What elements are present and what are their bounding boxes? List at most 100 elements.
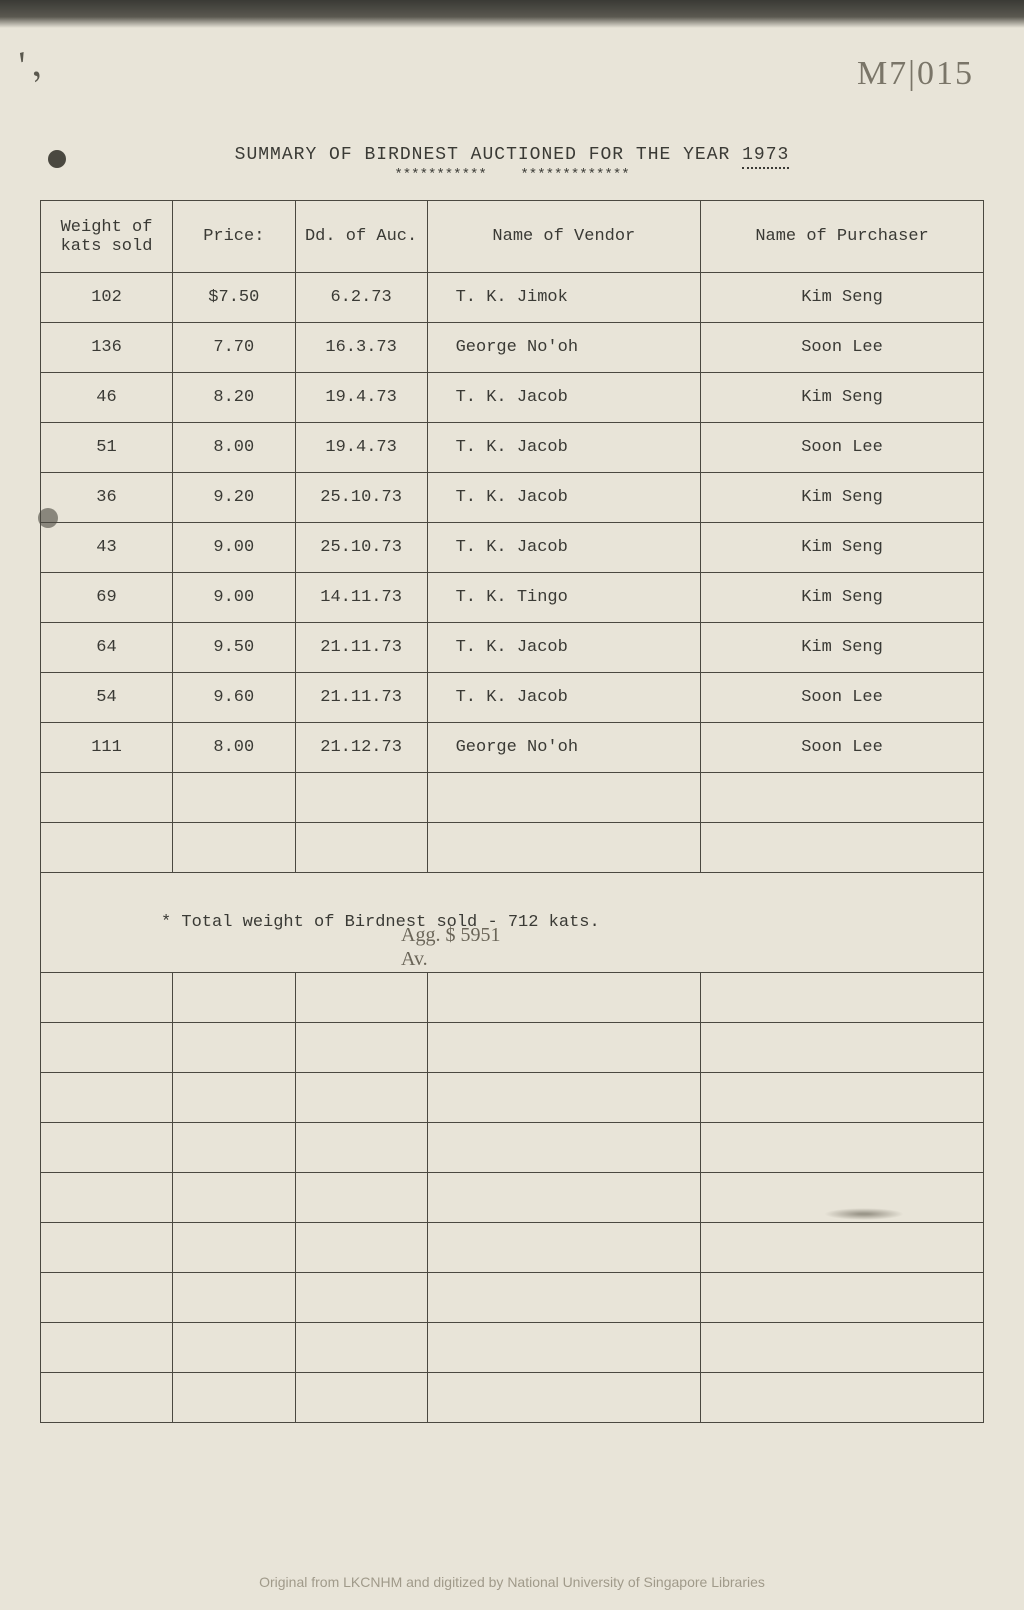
col-header-purchaser: Name of Purchaser (701, 201, 984, 273)
cell-purchaser: Soon Lee (701, 423, 984, 473)
cell-empty (701, 1123, 984, 1173)
table-row-empty (41, 1123, 984, 1173)
cell-vendor: T. K. Jacob (427, 423, 700, 473)
cell-date: 19.4.73 (295, 373, 427, 423)
cell-date: 16.3.73 (295, 323, 427, 373)
cell-purchaser: Kim Seng (701, 273, 984, 323)
auction-table-wrap: Weight of kats sold Price: Dd. of Auc. N… (40, 200, 984, 1423)
table-row: 1118.0021.12.73George No'ohSoon Lee (41, 723, 984, 773)
cell-empty (701, 1023, 984, 1073)
col-header-price: Price: (173, 201, 296, 273)
table-row-empty (41, 1273, 984, 1323)
cell-empty (701, 1373, 984, 1423)
cell-date: 25.10.73 (295, 473, 427, 523)
cell-date: 19.4.73 (295, 423, 427, 473)
cell-weight: 111 (41, 723, 173, 773)
cell-empty (295, 1073, 427, 1123)
cell-empty (295, 823, 427, 873)
table-row: 468.2019.4.73T. K. JacobKim Seng (41, 373, 984, 423)
cell-price: 9.20 (173, 473, 296, 523)
cell-empty (295, 1123, 427, 1173)
cell-date: 6.2.73 (295, 273, 427, 323)
asterisks-left: *********** (394, 167, 486, 183)
cell-weight: 102 (41, 273, 173, 323)
hand-line1: Agg. $ 5951 (401, 924, 500, 946)
cell-weight: 51 (41, 423, 173, 473)
cell-empty (427, 1373, 700, 1423)
cell-empty (295, 1173, 427, 1223)
scan-dark-strip (0, 0, 1024, 28)
auction-table: Weight of kats sold Price: Dd. of Auc. N… (40, 200, 984, 1423)
table-row-empty (41, 1323, 984, 1373)
cell-date: 21.11.73 (295, 673, 427, 723)
cell-weight: 54 (41, 673, 173, 723)
cell-empty (427, 773, 700, 823)
cell-empty (173, 1173, 296, 1223)
cell-weight: 46 (41, 373, 173, 423)
cell-price: 7.70 (173, 323, 296, 373)
cell-empty (427, 1023, 700, 1073)
cell-empty (295, 973, 427, 1023)
cell-empty (427, 1223, 700, 1273)
cell-empty (701, 1323, 984, 1373)
cell-empty (173, 973, 296, 1023)
cell-empty (173, 1023, 296, 1073)
table-header-row: Weight of kats sold Price: Dd. of Auc. N… (41, 201, 984, 273)
cell-empty (41, 823, 173, 873)
cell-purchaser: Kim Seng (701, 473, 984, 523)
title-asterisks: *********** ************* (0, 167, 1024, 183)
cell-empty (701, 1273, 984, 1323)
cell-price: 8.00 (173, 423, 296, 473)
cell-vendor: T. K. Jacob (427, 523, 700, 573)
cell-price: 8.20 (173, 373, 296, 423)
table-row-empty (41, 973, 984, 1023)
title-prefix: SUMMARY OF BIRDNEST AUCTIONED FOR THE YE… (235, 145, 742, 165)
cell-date: 25.10.73 (295, 523, 427, 573)
table-body: 102$7.506.2.73T. K. JimokKim Seng1367.70… (41, 273, 984, 1423)
cell-empty (41, 1323, 173, 1373)
cell-empty (173, 1123, 296, 1173)
cell-vendor: T. K. Jacob (427, 623, 700, 673)
col-header-weight: Weight of kats sold (41, 201, 173, 273)
title-year: 1973 (742, 145, 789, 169)
cell-empty (41, 1123, 173, 1173)
title-block: SUMMARY OF BIRDNEST AUCTIONED FOR THE YE… (0, 145, 1024, 183)
table-row-empty (41, 1073, 984, 1123)
cell-price: 9.00 (173, 573, 296, 623)
cell-empty (41, 1173, 173, 1223)
cell-purchaser: Soon Lee (701, 723, 984, 773)
cell-weight: 69 (41, 573, 173, 623)
cell-empty (427, 973, 700, 1023)
cell-weight: 136 (41, 323, 173, 373)
cell-price: 9.50 (173, 623, 296, 673)
cell-vendor: George No'oh (427, 723, 700, 773)
footer-credit: Original from LKCNHM and digitized by Na… (0, 1574, 1024, 1590)
cell-weight: 64 (41, 623, 173, 673)
cell-empty (295, 1273, 427, 1323)
reference-number: M7|015 (857, 55, 974, 93)
cell-purchaser: Kim Seng (701, 523, 984, 573)
table-row-empty (41, 773, 984, 823)
cell-empty (173, 823, 296, 873)
cell-empty (41, 1373, 173, 1423)
cell-empty (701, 1223, 984, 1273)
col-header-vendor: Name of Vendor (427, 201, 700, 273)
cell-price: 8.00 (173, 723, 296, 773)
cell-date: 14.11.73 (295, 573, 427, 623)
cell-empty (41, 1223, 173, 1273)
cell-weight: 36 (41, 473, 173, 523)
cell-empty (701, 823, 984, 873)
table-row: 699.0014.11.73T. K. TingoKim Seng (41, 573, 984, 623)
table-row-empty (41, 823, 984, 873)
cell-vendor: T. K. Jacob (427, 373, 700, 423)
cell-purchaser: Soon Lee (701, 323, 984, 373)
corner-scribble: ′, (14, 38, 44, 88)
cell-vendor: T. K. Jacob (427, 473, 700, 523)
cell-empty (427, 1173, 700, 1223)
cell-empty (173, 1073, 296, 1123)
cell-empty (295, 1023, 427, 1073)
cell-purchaser: Soon Lee (701, 673, 984, 723)
table-row-empty (41, 1223, 984, 1273)
cell-empty (173, 1373, 296, 1423)
cell-empty (295, 773, 427, 823)
